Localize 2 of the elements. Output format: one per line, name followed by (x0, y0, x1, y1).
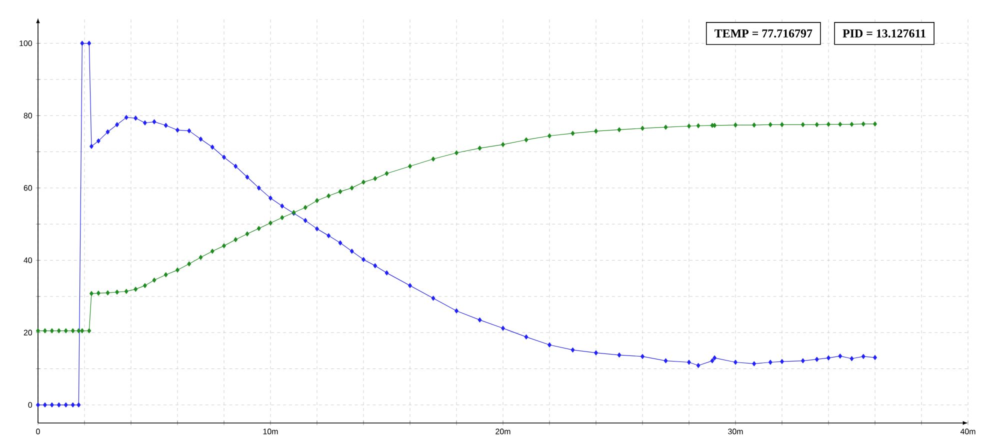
annotation: PID = 13.127611 (842, 29, 926, 38)
annotation: TEMP = 77.716797 (714, 29, 812, 38)
